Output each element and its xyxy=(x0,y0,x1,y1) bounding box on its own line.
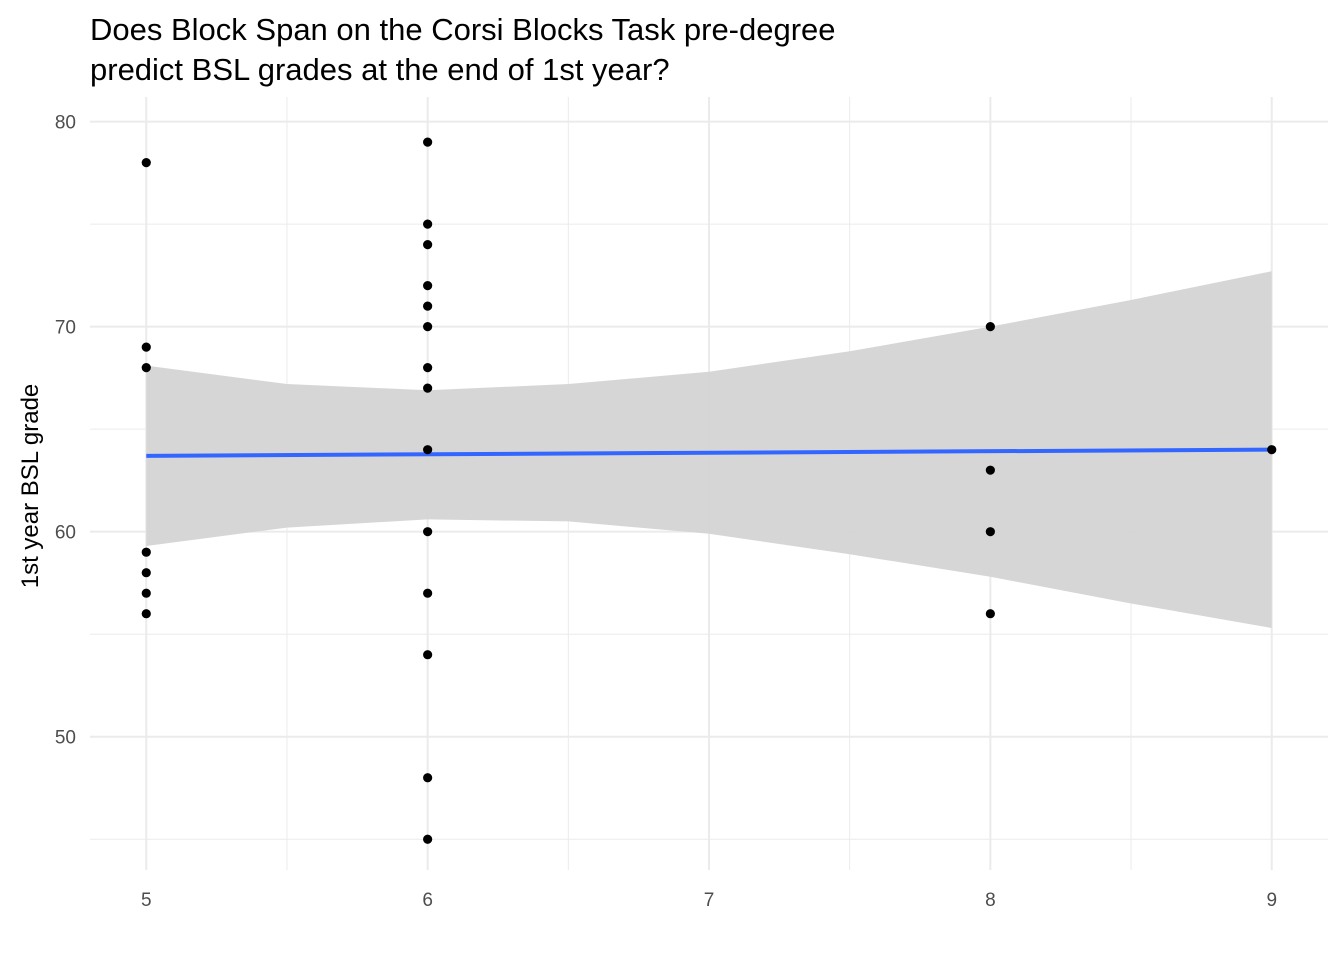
data-point xyxy=(985,609,995,619)
data-point xyxy=(423,301,433,311)
data-point xyxy=(423,445,433,455)
data-point xyxy=(423,383,433,393)
chart-title-line-2: predict BSL grades at the end of 1st yea… xyxy=(90,52,670,87)
data-point xyxy=(423,834,433,844)
x-tick-label: 6 xyxy=(422,890,433,911)
y-tick-label: 50 xyxy=(55,728,76,749)
y-axis-label: 1st year BSL grade xyxy=(17,384,44,589)
data-point xyxy=(423,588,433,598)
data-point xyxy=(423,240,433,250)
x-tick-label: 8 xyxy=(985,890,996,911)
data-point xyxy=(141,568,151,578)
data-points xyxy=(141,137,1277,844)
data-point xyxy=(423,773,433,783)
data-point xyxy=(423,363,433,373)
y-axis-ticks: 50 60 70 80 xyxy=(55,113,76,749)
x-tick-label: 9 xyxy=(1266,890,1277,911)
x-tick-label: 7 xyxy=(704,890,715,911)
chart-title-line-1: Does Block Span on the Corsi Blocks Task… xyxy=(90,12,836,47)
data-point xyxy=(985,322,995,332)
data-point xyxy=(141,547,151,557)
data-point xyxy=(141,158,151,168)
data-point xyxy=(985,527,995,537)
data-point xyxy=(985,465,995,475)
y-tick-label: 80 xyxy=(55,113,76,134)
data-point xyxy=(423,322,433,332)
data-point xyxy=(141,609,151,619)
x-tick-label: 5 xyxy=(141,890,152,911)
data-point xyxy=(423,650,433,660)
data-point xyxy=(423,219,433,229)
data-point xyxy=(423,137,433,147)
x-axis-ticks: 5 6 7 8 9 xyxy=(141,890,1277,911)
data-point xyxy=(1267,445,1277,455)
data-point xyxy=(423,527,433,537)
data-point xyxy=(141,588,151,598)
data-point xyxy=(141,363,151,373)
y-tick-label: 60 xyxy=(55,523,76,544)
regression-line xyxy=(146,447,1272,458)
data-point xyxy=(423,281,433,291)
confidence-band xyxy=(146,271,1272,629)
y-tick-label: 70 xyxy=(55,318,76,339)
data-point xyxy=(141,342,151,352)
